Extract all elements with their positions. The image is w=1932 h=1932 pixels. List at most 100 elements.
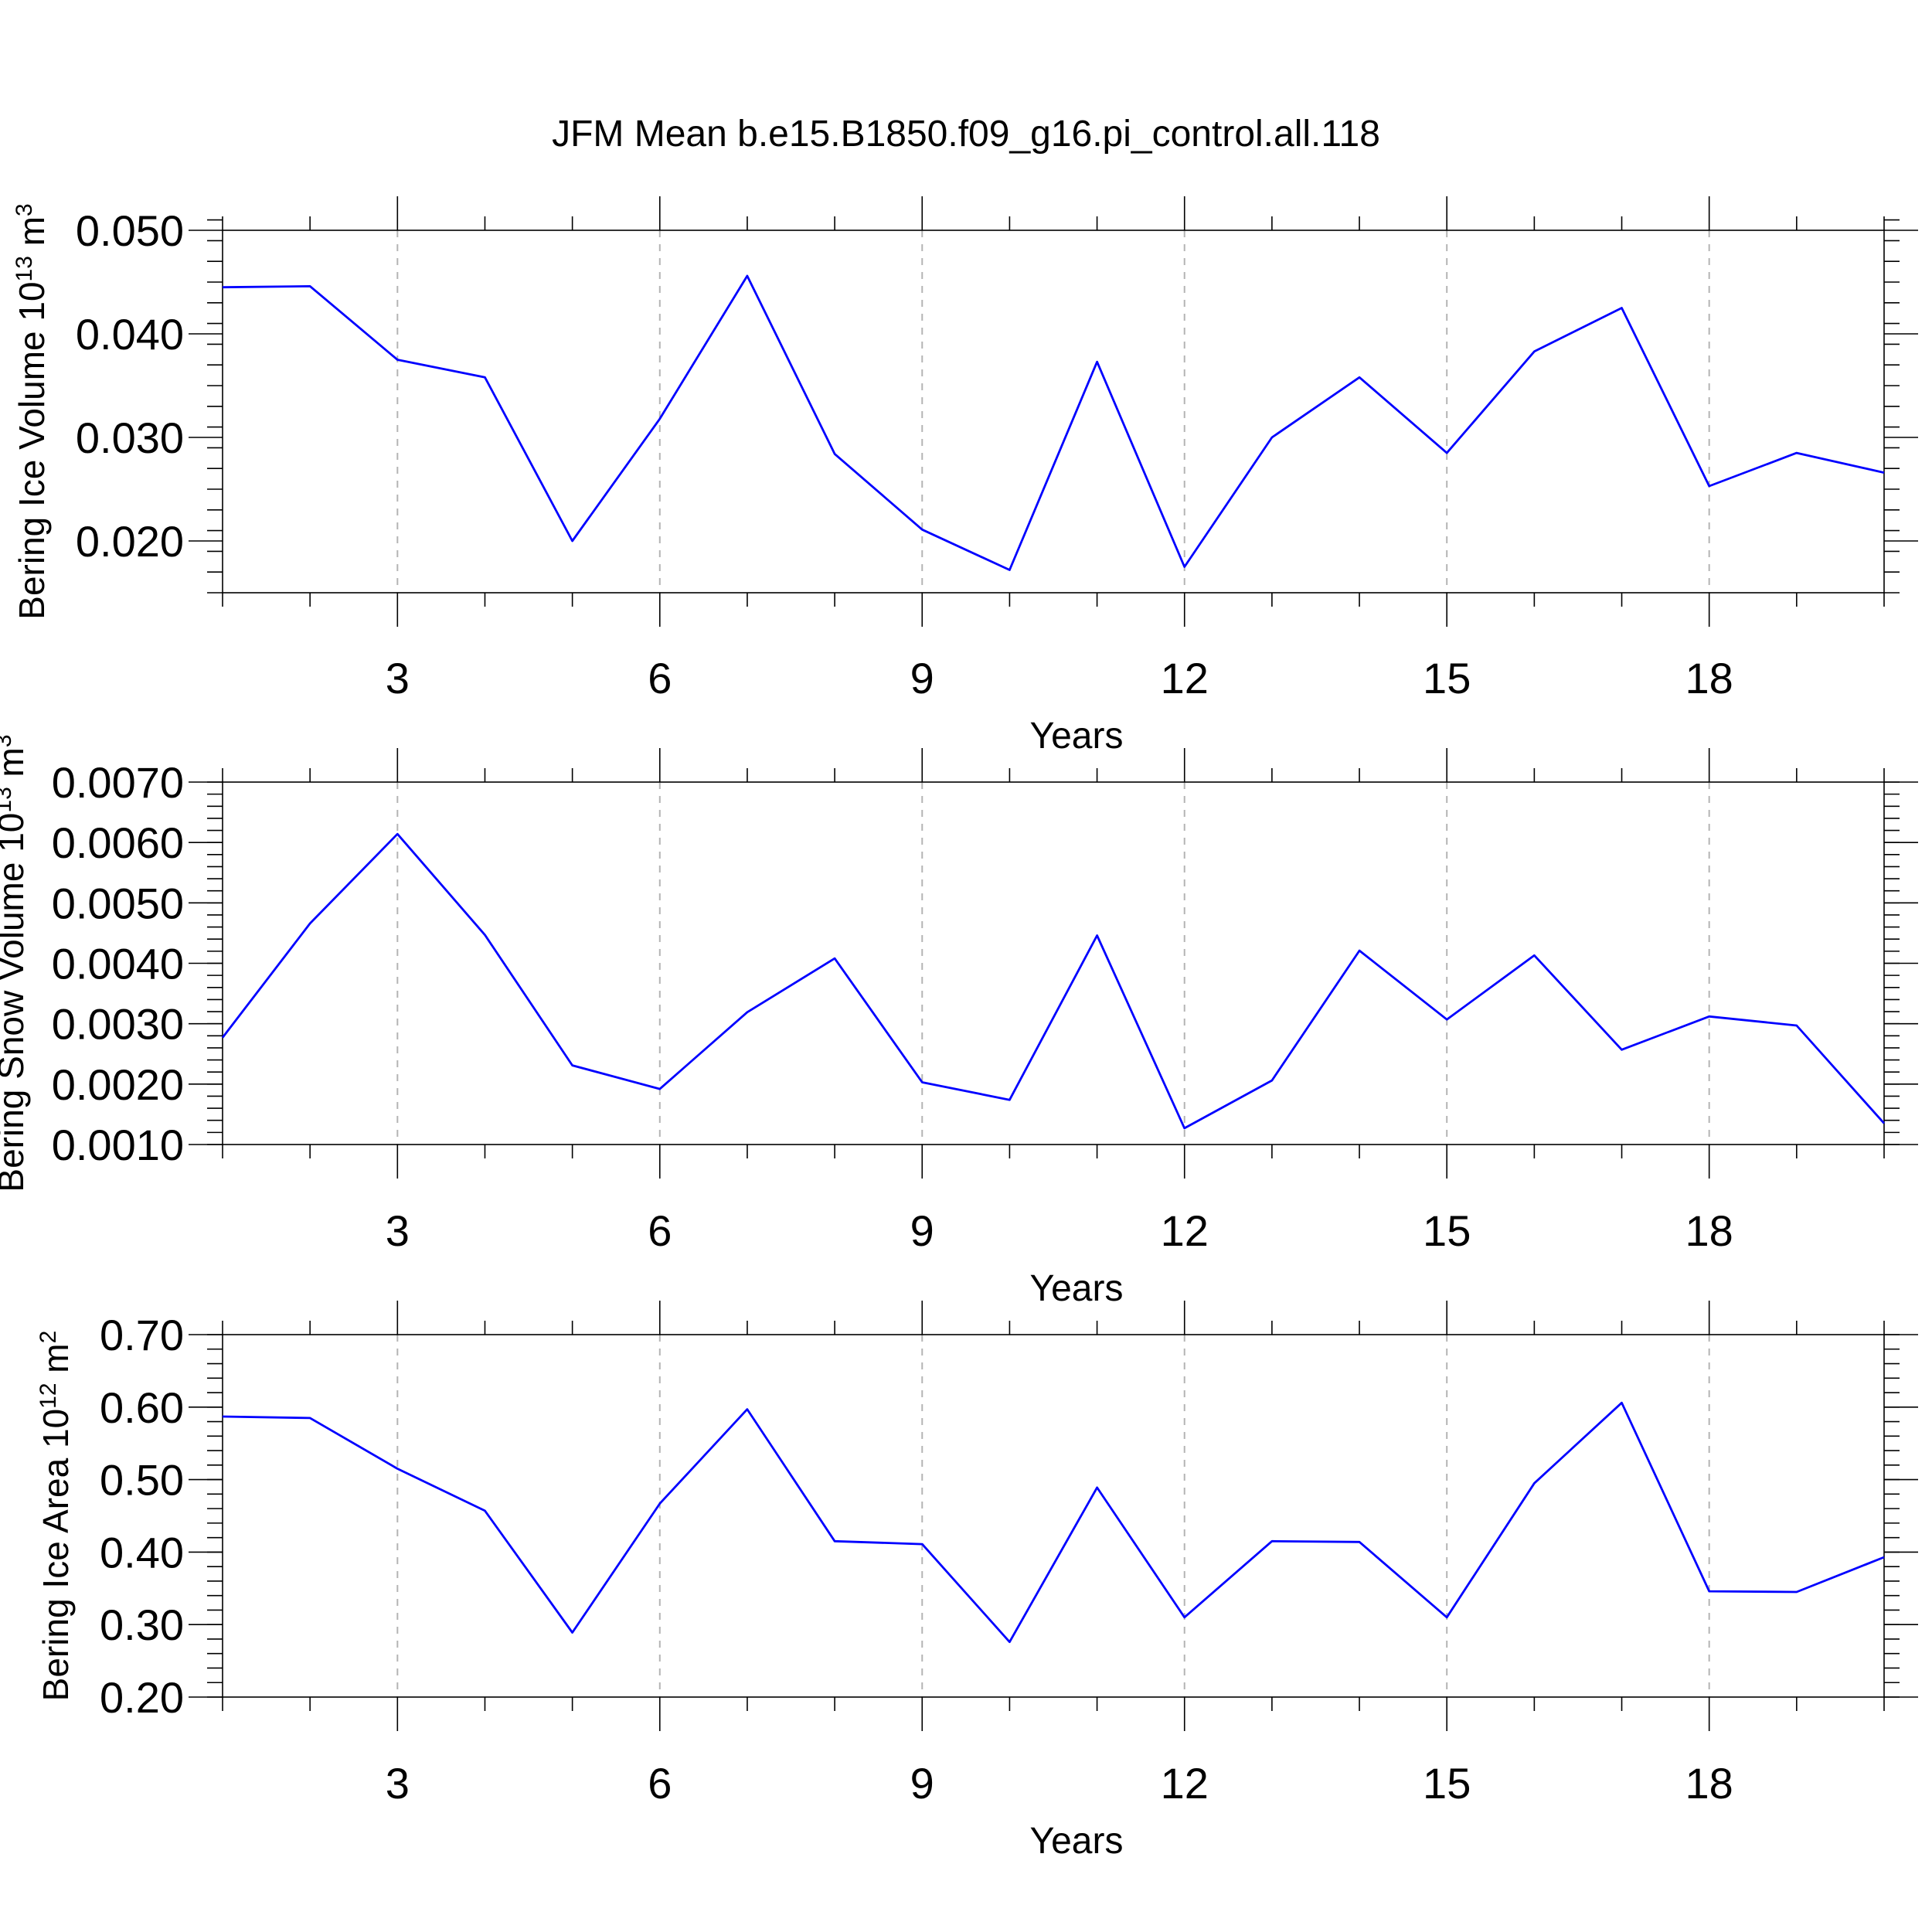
data-point <box>1445 1018 1448 1021</box>
data-point <box>1445 451 1448 454</box>
data-point <box>1445 1616 1448 1619</box>
plot-frame <box>222 230 1885 594</box>
x-tick-label: 15 <box>1423 1206 1471 1255</box>
data-point <box>1096 360 1099 363</box>
data-point <box>396 1468 399 1471</box>
x-tick-label: 6 <box>648 1206 672 1255</box>
y-tick-label: 0.40 <box>100 1528 184 1577</box>
data-point <box>746 1011 749 1014</box>
data-point <box>1096 1486 1099 1489</box>
y-tick-label: 0.0030 <box>52 1000 184 1049</box>
data-point <box>658 1087 662 1090</box>
data-point <box>483 934 486 937</box>
data-point <box>308 284 311 287</box>
data-point <box>1621 307 1624 310</box>
data-point <box>920 1080 923 1083</box>
data-point <box>1621 1401 1624 1404</box>
data-point <box>1883 471 1886 474</box>
data-point <box>1096 934 1099 937</box>
x-tick-label: 9 <box>910 1206 934 1255</box>
data-point <box>571 1631 574 1634</box>
plot-frame <box>222 781 1885 1145</box>
panel-2: 0.0010 0.0020 0.0030 0.0040 0.0050 0.0060 0.00… <box>0 734 1918 1309</box>
data-point <box>1883 1556 1886 1559</box>
y-tick-label: 0.030 <box>76 413 184 462</box>
data-point <box>1708 485 1711 488</box>
data-point <box>1183 566 1186 569</box>
x-axis-label: Years <box>1030 1268 1124 1309</box>
y-tick-label: 0.0010 <box>52 1121 184 1169</box>
data-point <box>1621 1048 1624 1051</box>
data-point <box>308 1417 311 1420</box>
data-point <box>1795 1590 1798 1594</box>
data-point <box>1358 376 1361 379</box>
data-point <box>1270 1539 1274 1543</box>
y-tick-label: 0.040 <box>76 310 184 359</box>
data-point <box>1008 1098 1011 1101</box>
plot-frame <box>222 1334 1885 1698</box>
x-tick-label: 12 <box>1161 1206 1209 1255</box>
data-point <box>658 1502 662 1505</box>
data-point <box>483 376 486 379</box>
data-point <box>1008 569 1011 572</box>
x-axis-label: Years <box>1030 1821 1124 1862</box>
y-tick-label: 0.70 <box>100 1311 184 1359</box>
x-tick-label: 18 <box>1685 654 1733 702</box>
data-point <box>396 832 399 835</box>
data-point <box>1708 1590 1711 1593</box>
y-tick-label: 0.050 <box>76 206 184 255</box>
data-point <box>1883 1122 1886 1125</box>
series-line <box>222 1401 1885 1644</box>
panel-1: 0.020 0.030 0.040 0.050 3 6 9 12 15 18 Years Bering… <box>12 196 1918 757</box>
data-point <box>221 286 224 289</box>
data-point <box>920 1543 923 1546</box>
x-tick-label: 15 <box>1423 1759 1471 1808</box>
series-line <box>222 274 1885 571</box>
x-axis-label: Years <box>1030 716 1124 757</box>
data-point <box>1795 451 1798 454</box>
data-point <box>833 957 836 960</box>
data-point <box>1532 1481 1536 1485</box>
data-point <box>221 1036 224 1039</box>
x-tick-label: 3 <box>386 1759 410 1808</box>
y-tick-label: 0.50 <box>100 1456 184 1505</box>
data-point <box>746 1408 749 1411</box>
x-tick-label: 18 <box>1685 1206 1733 1255</box>
y-tick-label: 0.0060 <box>52 818 184 867</box>
data-point <box>1358 1540 1361 1543</box>
x-tick-label: 3 <box>386 1206 410 1255</box>
data-point <box>1532 350 1536 353</box>
panels: 0.020 0.030 0.040 0.050 3 6 9 12 15 18 Years Bering… <box>0 196 1918 1862</box>
data-point <box>833 452 836 455</box>
data-point <box>1183 1616 1186 1619</box>
y-axis-label: Bering Ice Area 1012 m2 <box>36 1331 76 1702</box>
x-tick-label: 15 <box>1423 654 1471 702</box>
y-tick-label: 0.20 <box>100 1673 184 1722</box>
chart-title: JFM Mean b.e15.B1850.f09_g16.pi_control.… <box>552 114 1380 155</box>
series-line <box>221 832 1886 1130</box>
x-tick-label: 12 <box>1161 654 1209 702</box>
y-axis-label: Bering Snow Volume 1013 m3 <box>0 734 31 1192</box>
data-point <box>1270 1079 1274 1082</box>
data-point <box>833 1539 836 1543</box>
y-tick-label: 0.0070 <box>52 758 184 807</box>
data-point <box>1358 949 1361 952</box>
data-point <box>571 1064 574 1067</box>
x-tick-label: 3 <box>386 654 410 702</box>
data-point <box>1708 1015 1711 1018</box>
x-tick-label: 6 <box>648 1759 672 1808</box>
y-tick-label: 0.0040 <box>52 940 184 988</box>
data-point <box>658 417 662 420</box>
y-tick-label: 0.60 <box>100 1383 184 1432</box>
data-point <box>1270 436 1274 439</box>
data-point <box>483 1509 486 1512</box>
data-point <box>221 1415 224 1418</box>
data-point <box>1008 1641 1011 1644</box>
data-point <box>1532 954 1536 957</box>
data-point <box>920 528 923 531</box>
x-tick-label: 18 <box>1685 1759 1733 1808</box>
data-point <box>571 539 574 543</box>
data-point <box>746 274 749 277</box>
data-point <box>1795 1024 1798 1027</box>
